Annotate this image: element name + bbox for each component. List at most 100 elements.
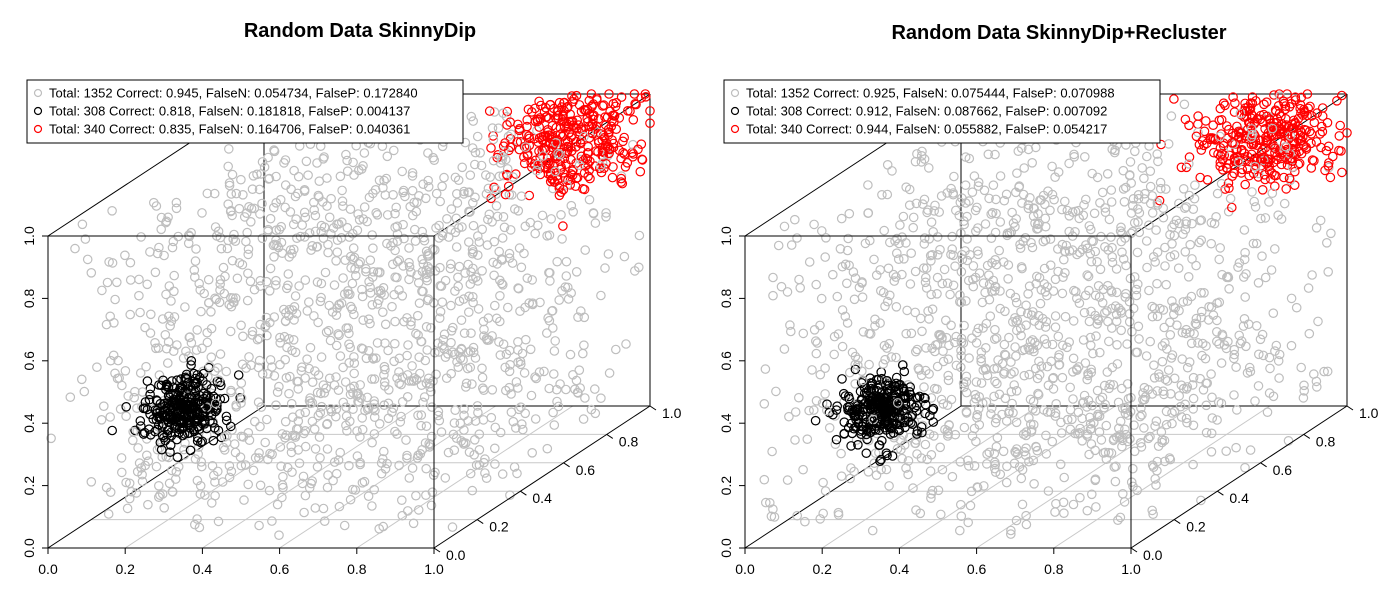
data-point-series-1	[124, 478, 135, 489]
data-point-series-1	[924, 314, 934, 324]
data-point-series-1	[1095, 395, 1105, 405]
data-point-series-1	[792, 233, 802, 243]
data-point-series-1	[1206, 369, 1216, 379]
data-point-series-1	[480, 468, 490, 478]
data-point-series-2	[881, 448, 892, 458]
data-point-series-1	[1112, 339, 1122, 350]
data-point-series-3	[558, 221, 568, 231]
data-point-series-1	[374, 523, 384, 534]
data-point-series-1	[1169, 250, 1180, 260]
data-point-series-1	[292, 376, 302, 387]
data-point-series-1	[151, 461, 162, 472]
data-point-series-3	[575, 138, 586, 149]
data-point-series-1	[517, 424, 528, 435]
data-point-series-1	[586, 404, 597, 415]
y-tick-label: 0.2	[489, 519, 509, 535]
data-point-series-1	[242, 295, 253, 306]
z-tick-label: 0.4	[718, 413, 734, 433]
data-point-series-1	[1211, 212, 1221, 222]
data-point-series-1	[281, 283, 292, 294]
data-point-series-3	[1214, 115, 1225, 126]
data-point-series-1	[1004, 408, 1014, 419]
data-point-series-1	[159, 502, 169, 513]
data-point-series-1	[458, 355, 468, 365]
data-point-series-3	[1221, 121, 1232, 131]
data-point-series-1	[338, 397, 349, 408]
data-point-series-3	[530, 116, 541, 127]
data-point-series-2	[199, 403, 209, 413]
data-point-series-1	[629, 266, 640, 276]
data-point-series-1	[1020, 450, 1031, 460]
data-point-series-1	[413, 410, 423, 421]
data-point-series-2	[895, 413, 906, 424]
data-point-series-1	[1094, 427, 1105, 437]
grid-line-x	[821, 405, 1039, 549]
data-point-series-1	[1233, 262, 1243, 272]
data-point-series-1	[421, 246, 432, 257]
data-point-series-3	[618, 147, 628, 158]
y-tick-mark	[433, 547, 441, 553]
data-point-series-1	[767, 446, 777, 457]
data-point-series-1	[1161, 419, 1172, 430]
data-point-series-1	[1193, 338, 1203, 348]
data-point-series-1	[1105, 379, 1115, 390]
data-point-series-1	[1151, 416, 1162, 426]
data-point-series-1	[1086, 236, 1097, 246]
data-point-series-1	[1065, 382, 1075, 393]
data-point-series-1	[470, 353, 481, 363]
data-point-series-3	[1263, 157, 1274, 168]
data-point-series-1	[1116, 383, 1127, 394]
data-point-series-1	[990, 417, 1001, 428]
data-point-series-1	[401, 435, 411, 445]
data-point-series-1	[1018, 429, 1029, 439]
y-tick-mark	[1173, 519, 1181, 525]
data-point-series-1	[1196, 287, 1206, 298]
data-point-series-1	[268, 202, 279, 213]
data-point-series-1	[507, 258, 518, 268]
data-point-series-1	[457, 162, 467, 173]
data-point-series-1	[1188, 404, 1198, 414]
data-point-series-1	[1183, 159, 1194, 169]
data-point-series-1	[557, 234, 567, 244]
data-point-series-1	[1120, 408, 1131, 419]
data-point-series-1	[1107, 144, 1117, 155]
data-point-series-1	[262, 368, 273, 379]
data-point-series-1	[795, 282, 805, 293]
data-point-series-1	[843, 233, 853, 244]
data-point-series-1	[1165, 229, 1175, 240]
data-point-series-1	[578, 414, 589, 424]
data-point-series-1	[344, 289, 355, 300]
data-point-series-1	[911, 435, 921, 445]
data-point-series-1	[1024, 369, 1034, 380]
data-point-series-1	[388, 403, 399, 413]
data-point-series-1	[901, 328, 911, 339]
data-point-series-1	[919, 194, 930, 205]
data-point-series-1	[1036, 361, 1047, 371]
data-point-series-1	[1113, 423, 1124, 434]
data-point-series-1	[1015, 239, 1025, 250]
data-point-series-1	[1017, 263, 1027, 274]
data-point-series-1	[1009, 380, 1019, 390]
data-point-series-1	[236, 398, 246, 408]
y-tick-mark	[1217, 490, 1224, 496]
data-point-series-1	[516, 262, 527, 273]
data-point-series-1	[1040, 213, 1051, 224]
data-point-series-1	[105, 355, 116, 366]
data-point-series-1	[1070, 428, 1080, 439]
data-point-series-1	[323, 247, 333, 258]
data-point-series-1	[556, 210, 566, 220]
data-point-series-1	[962, 234, 972, 244]
data-point-series-1	[550, 336, 560, 346]
data-point-series-1	[892, 233, 902, 244]
data-point-series-1	[265, 213, 276, 224]
data-point-series-3	[552, 107, 563, 117]
data-point-series-1	[863, 180, 873, 190]
data-point-series-1	[1172, 320, 1182, 330]
data-point-series-1	[903, 469, 913, 480]
data-point-series-1	[1251, 320, 1262, 331]
data-point-series-1	[459, 186, 469, 197]
data-point-series-1	[520, 334, 531, 345]
data-point-series-1	[468, 297, 478, 308]
data-point-series-1	[458, 439, 469, 449]
data-point-series-3	[1296, 135, 1307, 146]
